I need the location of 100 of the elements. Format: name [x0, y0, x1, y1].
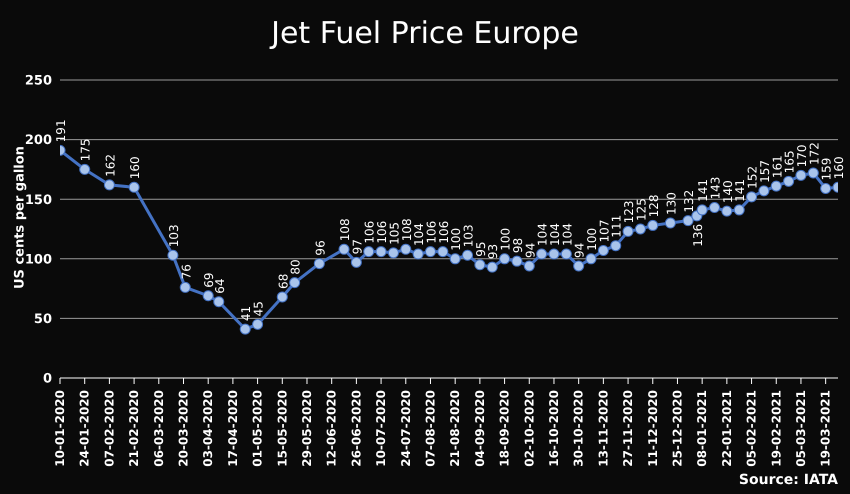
data-label: 106: [436, 220, 451, 244]
data-label: 172: [807, 142, 822, 165]
point: [586, 253, 597, 264]
point: [79, 164, 90, 175]
data-label: 128: [646, 194, 661, 218]
data-label: 162: [103, 154, 118, 177]
x-tick-label: 06-03-2020: [152, 390, 166, 467]
point: [524, 260, 535, 272]
x-tick-label: 27-11-2020: [621, 390, 636, 467]
point: [213, 296, 224, 308]
data-label: 132: [682, 190, 696, 213]
data-label: 130: [664, 192, 678, 216]
data-label: 141: [733, 179, 748, 202]
point: [770, 180, 782, 192]
data-label: 80: [288, 259, 303, 275]
data-label: 106: [362, 220, 377, 244]
x-tick-label: 07-08-2020: [423, 390, 438, 467]
data-label: 68: [276, 274, 290, 289]
data-label: 170: [794, 144, 809, 168]
y-tick-label: 50: [34, 312, 52, 328]
x-tick-label: 15-05-2020: [275, 390, 290, 467]
data-label: 94: [523, 242, 538, 258]
y-tick-label: 100: [24, 252, 52, 268]
point: [499, 253, 510, 264]
y-tick-label: 200: [24, 133, 52, 148]
data-label: 108: [400, 218, 414, 242]
x-tick-label: 24-07-2020: [398, 390, 413, 467]
x-tick-label: 02-10-2020: [522, 390, 536, 467]
data-label: 105: [387, 222, 402, 245]
y-tick-label: 150: [24, 192, 52, 208]
point: [128, 182, 140, 193]
data-label: 100: [498, 228, 513, 251]
x-tick-label: 12-06-2020: [324, 390, 339, 467]
point: [388, 247, 399, 258]
point: [783, 176, 794, 187]
x-tick-label: 20-03-2020: [176, 390, 190, 467]
x-tick-label: 07-02-2020: [102, 390, 116, 467]
x-tick-label: 18-09-2020: [498, 390, 512, 467]
data-label: 76: [179, 264, 194, 280]
data-label: 104: [560, 223, 574, 246]
x-tick-label: 04-09-2020: [472, 390, 487, 467]
point: [180, 282, 191, 293]
data-label: 160: [128, 156, 142, 180]
data-label: 104: [536, 223, 550, 246]
point: [664, 218, 676, 229]
point: [721, 206, 732, 217]
data-label: 98: [510, 238, 525, 254]
x-tick-label: 25-12-2020: [670, 390, 684, 467]
x-tick-label: 01-05-2020: [250, 390, 265, 467]
data-label: 106: [424, 220, 438, 244]
point: [350, 256, 362, 268]
x-tick-label: 21-08-2020: [448, 390, 462, 467]
point: [289, 277, 300, 288]
x-tick-label: 22-01-2021: [720, 390, 734, 467]
data-label: 160: [832, 156, 846, 180]
point: [437, 246, 448, 258]
chart-title: Jet Fuel Price Europe: [268, 16, 580, 51]
data-label: 159: [820, 158, 834, 180]
point: [758, 185, 770, 196]
x-tick-label: 16-10-2020: [546, 390, 561, 467]
point: [486, 262, 498, 273]
data-label: 97: [350, 239, 364, 254]
data-label: 136: [690, 224, 705, 247]
point: [462, 250, 474, 261]
point: [412, 248, 424, 260]
data-label: 106: [375, 220, 390, 244]
x-tick-label: 03-04-2020: [201, 390, 216, 467]
point: [400, 244, 412, 255]
x-tick-label: 08-01-2021: [695, 390, 710, 467]
x-tick-label: 21-02-2020: [127, 390, 142, 467]
point: [634, 224, 646, 234]
point: [548, 248, 560, 260]
data-label: 141: [696, 179, 710, 202]
data-label: 161: [770, 155, 784, 178]
x-tick-label: 05-03-2021: [794, 390, 808, 467]
x-tick-label: 10-07-2020: [374, 390, 388, 467]
data-label: 104: [548, 223, 562, 246]
point: [734, 204, 745, 216]
data-label: 96: [313, 240, 328, 256]
point: [276, 291, 288, 302]
point: [795, 170, 806, 181]
x-tick-label: 05-02-2021: [744, 390, 759, 467]
data-label: 104: [412, 223, 426, 246]
data-label: 107: [597, 220, 612, 242]
x-tick-label: 26-06-2020: [349, 390, 364, 467]
point: [647, 220, 658, 231]
data-label: 123: [622, 200, 636, 224]
data-label: 100: [585, 228, 600, 251]
data-label: 125: [634, 198, 648, 221]
data-label: 93: [486, 244, 500, 260]
x-tick-label: 19-03-2021: [818, 390, 833, 467]
data-label: 191: [54, 119, 68, 142]
point: [560, 248, 572, 260]
data-label: 108: [338, 218, 352, 242]
point: [696, 204, 708, 216]
point: [622, 226, 634, 237]
data-label: 165: [782, 150, 797, 174]
x-tick-label: 30-10-2020: [572, 390, 586, 467]
point: [376, 246, 387, 258]
data-label: 143: [708, 176, 723, 200]
